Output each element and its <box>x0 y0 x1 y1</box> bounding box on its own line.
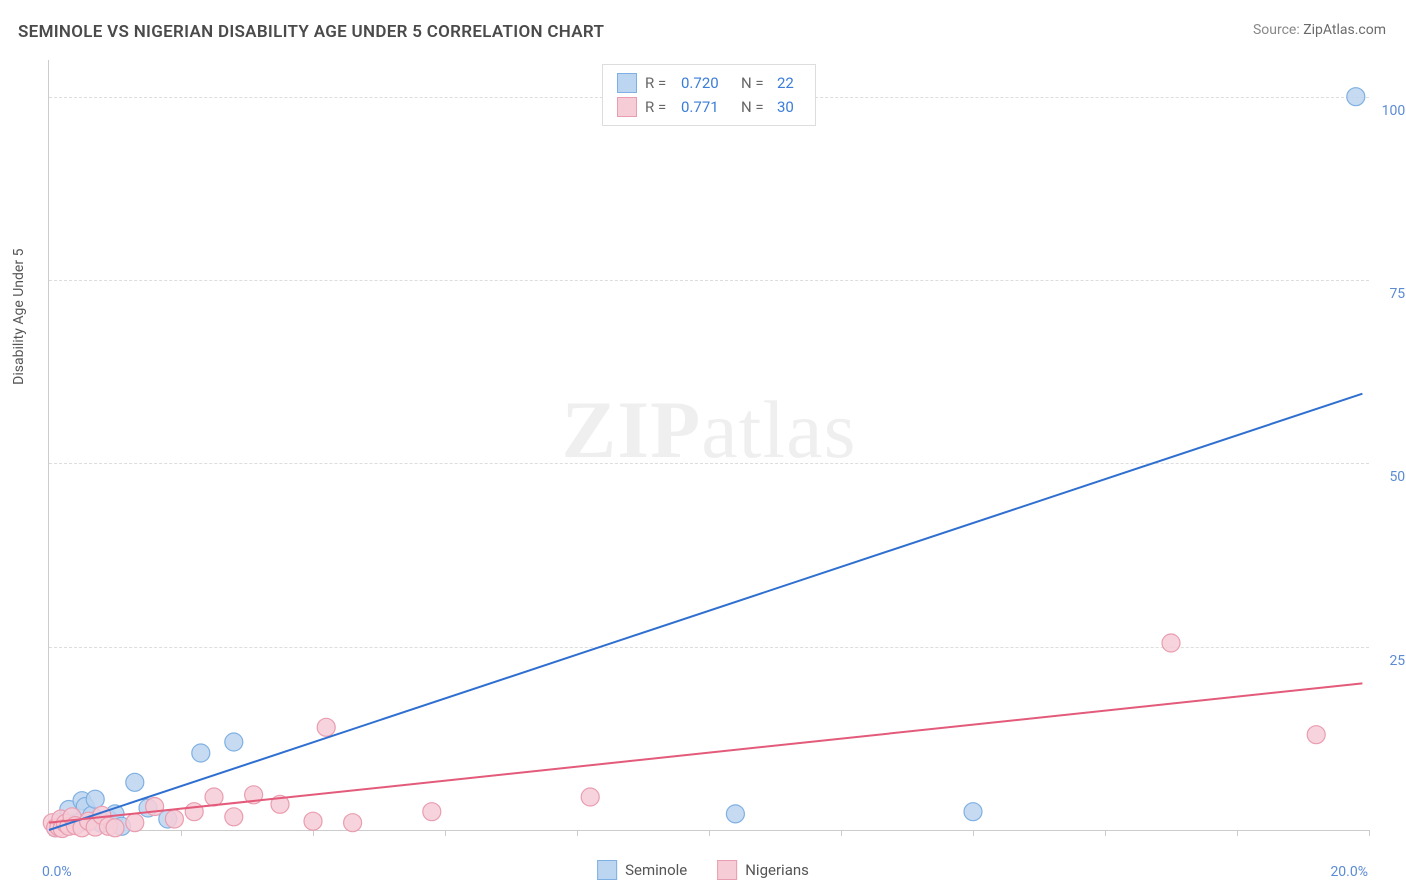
source-attribution: Source: ZipAtlas.com <box>1253 22 1386 38</box>
x-tick <box>577 830 578 836</box>
legend-item[interactable]: Seminole <box>597 860 687 880</box>
scatter-svg <box>49 60 1369 830</box>
data-point[interactable] <box>126 814 144 832</box>
legend-swatch <box>597 860 617 880</box>
legend-label: Nigerians <box>745 861 809 879</box>
data-point[interactable] <box>185 803 203 821</box>
data-point[interactable] <box>1347 88 1365 106</box>
n-label: N = <box>741 98 769 116</box>
trend-line <box>49 394 1362 830</box>
x-axis-max-label: 20.0% <box>1330 864 1368 880</box>
legend-row: R = 0.720 N = 22 <box>617 71 801 95</box>
data-point[interactable] <box>126 773 144 791</box>
x-tick <box>973 830 974 836</box>
x-tick <box>1369 830 1370 836</box>
data-point[interactable] <box>344 814 362 832</box>
data-point[interactable] <box>106 819 124 837</box>
x-tick <box>841 830 842 836</box>
data-point[interactable] <box>304 812 322 830</box>
r-label: R = <box>645 74 673 92</box>
y-axis-title: Disability Age Under 5 <box>11 249 27 385</box>
data-point[interactable] <box>86 790 104 808</box>
y-tick-label: 50.0% <box>1389 469 1406 485</box>
data-point[interactable] <box>225 733 243 751</box>
data-point[interactable] <box>1307 726 1325 744</box>
chart-container: SEMINOLE VS NIGERIAN DISABILITY AGE UNDE… <box>0 0 1406 892</box>
data-point[interactable] <box>423 803 441 821</box>
correlation-legend: R = 0.720 N = 22 R = 0.771 N = 30 <box>602 64 816 126</box>
chart-title: SEMINOLE VS NIGERIAN DISABILITY AGE UNDE… <box>18 22 604 42</box>
r-label: R = <box>645 98 673 116</box>
n-label: N = <box>741 74 769 92</box>
x-tick <box>1237 830 1238 836</box>
source-link[interactable]: ZipAtlas.com <box>1303 22 1386 38</box>
legend-swatch <box>617 73 637 93</box>
legend-swatch <box>617 97 637 117</box>
data-point[interactable] <box>317 718 335 736</box>
y-tick-label: 25.0% <box>1389 653 1406 669</box>
legend-item[interactable]: Nigerians <box>717 860 809 880</box>
data-point[interactable] <box>581 788 599 806</box>
x-axis-min-label: 0.0% <box>42 864 72 880</box>
series-legend: Seminole Nigerians <box>597 860 809 880</box>
source-prefix: Source: <box>1253 22 1303 38</box>
x-tick <box>313 830 314 836</box>
data-point[interactable] <box>1162 634 1180 652</box>
r-value: 0.771 <box>681 98 733 116</box>
data-point[interactable] <box>165 810 183 828</box>
x-tick <box>181 830 182 836</box>
data-point[interactable] <box>205 788 223 806</box>
n-value: 22 <box>777 74 801 92</box>
data-point[interactable] <box>192 744 210 762</box>
n-value: 30 <box>777 98 801 116</box>
legend-label: Seminole <box>625 861 687 879</box>
data-point[interactable] <box>964 803 982 821</box>
y-tick-label: 75.0% <box>1389 286 1406 302</box>
legend-swatch <box>717 860 737 880</box>
x-tick <box>1105 830 1106 836</box>
plot-area: Disability Age Under 5 ZIPatlas 25.0%50.… <box>48 60 1369 831</box>
legend-row: R = 0.771 N = 30 <box>617 95 801 119</box>
data-point[interactable] <box>726 805 744 823</box>
x-tick <box>445 830 446 836</box>
y-tick-label: 100.0% <box>1382 103 1406 119</box>
trend-line <box>49 683 1362 822</box>
data-point[interactable] <box>225 808 243 826</box>
r-value: 0.720 <box>681 74 733 92</box>
x-tick <box>709 830 710 836</box>
